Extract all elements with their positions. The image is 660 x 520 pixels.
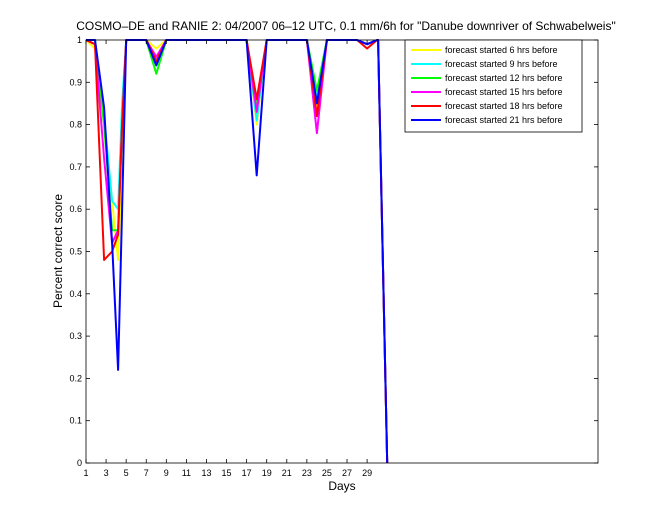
y-tick-label: 0.4	[69, 289, 82, 299]
series-line-4	[85, 39, 389, 464]
legend-box	[404, 39, 583, 133]
chart-title: COSMO–DE and RANIE 2: 04/2007 06–12 UTC,…	[76, 19, 615, 33]
legend-label: forecast started 6 hrs before	[445, 45, 558, 55]
y-tick-label: 0.9	[69, 77, 82, 87]
series-line-2	[86, 39, 389, 464]
x-tick-label: 21	[282, 468, 292, 478]
y-tick-label: 0.8	[69, 120, 82, 130]
plot-lines	[85, 39, 389, 464]
x-tick-label: 23	[302, 468, 312, 478]
legend: forecast started 6 hrs before forecast st…	[404, 39, 583, 133]
x-tick-label: 17	[242, 468, 252, 478]
x-tick-label: 13	[201, 468, 211, 478]
legend-label: forecast started 18 hrs before	[445, 101, 563, 111]
y-axis-label: Percent correct score	[51, 194, 65, 308]
x-tick-label: 7	[144, 468, 149, 478]
x-tick-label: 3	[104, 468, 109, 478]
y-tick-label: 0.7	[69, 162, 82, 172]
y-tick-label: 0.6	[69, 204, 82, 214]
x-tick-label: 5	[124, 468, 129, 478]
series-line-3	[86, 39, 389, 464]
x-axis-ticks: 1 3 5 7 9 11 13 15 17 19 21 23 25 27 29	[83, 40, 372, 478]
y-tick-label: 0.3	[69, 331, 82, 341]
legend-label: forecast started 21 hrs before	[445, 115, 563, 125]
x-tick-label: 27	[342, 468, 352, 478]
x-axis-label: Days	[328, 479, 355, 493]
series-line-1	[85, 39, 389, 464]
y-tick-label: 1	[77, 35, 82, 45]
legend-label: forecast started 15 hrs before	[445, 87, 563, 97]
legend-label: forecast started 9 hrs before	[445, 59, 558, 69]
x-tick-label: 29	[362, 468, 372, 478]
legend-label: forecast started 12 hrs before	[445, 73, 563, 83]
y-tick-label: 0	[77, 458, 82, 468]
y-axis-ticks: 0 0.1 0.2 0.3 0.4 0.5 0.6 0.7 0.8 0.9 1	[69, 35, 598, 468]
x-tick-label: 11	[182, 468, 191, 478]
series-line-5	[85, 39, 389, 464]
series-line-6	[86, 39, 389, 464]
y-tick-label: 0.2	[69, 373, 82, 383]
x-tick-label: 19	[262, 468, 272, 478]
x-tick-label: 15	[222, 468, 232, 478]
y-tick-label: 0.1	[69, 416, 82, 426]
y-tick-label: 0.5	[69, 247, 82, 257]
x-tick-label: 9	[164, 468, 169, 478]
x-tick-label: 1	[83, 468, 88, 478]
x-tick-label: 25	[322, 468, 332, 478]
